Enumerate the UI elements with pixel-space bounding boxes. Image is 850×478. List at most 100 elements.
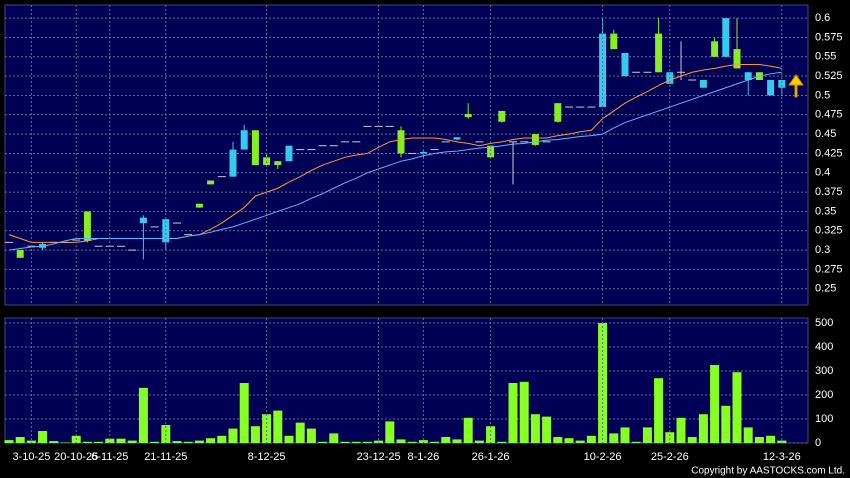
candle-body: [487, 145, 495, 158]
volume-bar: [250, 426, 260, 443]
candle-body: [554, 103, 562, 122]
volume-bar: [710, 365, 720, 443]
candle-body: [453, 137, 461, 140]
x-tick-label: 3-10-25: [12, 451, 50, 463]
volume-bar: [743, 427, 753, 443]
volume-bar: [4, 440, 14, 443]
candle-body: [83, 211, 91, 241]
volume-bar: [732, 372, 742, 443]
volume-bar: [306, 428, 316, 443]
volume-bar: [273, 410, 283, 443]
candle-body: [699, 80, 707, 88]
volume-bar: [49, 441, 59, 443]
volume-bar: [553, 437, 563, 443]
volume-bar: [127, 440, 137, 443]
candle-body: [722, 18, 730, 57]
y-tick-label: 0.325: [815, 225, 843, 237]
y-tick-label: 0.4: [815, 167, 830, 179]
volume-bar: [239, 383, 249, 443]
candle-body: [655, 33, 663, 73]
x-tick-label: 21-11-25: [144, 451, 187, 463]
x-tick-label: 26-1-26: [472, 451, 510, 463]
volume-bar: [351, 441, 361, 443]
x-tick-label: 10-2-26: [584, 451, 622, 463]
candle-body: [419, 151, 427, 154]
volume-bar: [564, 438, 574, 443]
candle-body: [778, 80, 786, 88]
candle-body: [733, 49, 741, 69]
volume-bar: [183, 441, 193, 443]
x-tick-label: 12-3-26: [763, 451, 801, 463]
volume-bar: [94, 441, 104, 443]
volume-bar: [217, 435, 227, 443]
candle-body: [531, 134, 539, 145]
y-tick-label: 0.525: [815, 70, 843, 82]
y-tick-label: 500: [815, 317, 833, 329]
volume-bar: [318, 441, 328, 443]
volume-bar: [542, 416, 552, 443]
y-tick-label: 0.45: [815, 128, 836, 140]
y-tick-label: 0.25: [815, 283, 836, 295]
candle-body: [610, 33, 618, 50]
y-tick-label: 0.55: [815, 51, 836, 63]
y-tick-label: 400: [815, 341, 833, 353]
copyright: Copyright by AASTOCKS.com Ltd.: [691, 466, 845, 477]
arrow-icon: [788, 74, 804, 98]
volume-bar: [15, 437, 25, 443]
volume-bar: [642, 427, 652, 443]
y-tick-label: 0.35: [815, 205, 836, 217]
volume-bar: [721, 405, 731, 443]
candle-body: [139, 217, 147, 224]
volume-bar: [150, 441, 160, 443]
x-tick-label: 25-2-26: [651, 451, 689, 463]
volume-bar: [418, 440, 428, 443]
y-tick-label: 0.275: [815, 263, 843, 275]
candle-body: [207, 180, 215, 185]
volume-bar: [284, 435, 294, 443]
volume-bar: [374, 440, 384, 443]
volume-bar: [228, 428, 238, 443]
volume-bar: [407, 441, 417, 443]
volume-bar: [105, 438, 115, 443]
marks: 0.6 0.575 0.55 0.525 0.5 0.475 0.45 0.425 0.4 0.3…: [4, 5, 843, 463]
volume-bar: [82, 441, 92, 443]
volume-bar: [172, 441, 182, 443]
volume-bar: [687, 437, 697, 443]
volume-bar: [116, 438, 126, 443]
candle-body: [711, 41, 719, 57]
volume-bar: [754, 437, 764, 443]
x-tick-label: 20-10-25: [54, 451, 98, 463]
volume-bar: [575, 440, 585, 443]
candle-body: [240, 130, 248, 150]
volume-bar: [609, 433, 619, 443]
volume-bar: [698, 414, 708, 443]
x-tick-label: 8-12-25: [248, 451, 286, 463]
candle-body: [397, 130, 405, 154]
volume-bar: [474, 440, 484, 443]
price-panel: [4, 4, 809, 306]
y-tick-label: 0.475: [815, 109, 843, 121]
volume-bar: [430, 441, 440, 443]
y-tick-label: 0.5: [815, 89, 830, 101]
y-tick-label: 300: [815, 365, 833, 377]
y-tick-label: 100: [815, 413, 833, 425]
volume-bar: [620, 427, 630, 443]
y-tick-label: 200: [815, 389, 833, 401]
volume-bar: [295, 422, 305, 443]
volume-bar: [530, 414, 540, 443]
y-tick-label: 0.6: [815, 12, 830, 24]
volume-bar: [463, 417, 473, 443]
volume-bar: [777, 440, 787, 443]
candle-body: [16, 250, 24, 258]
volume-bar: [452, 439, 462, 443]
volume-bar: [385, 421, 395, 443]
volume-bar: [329, 433, 339, 443]
y-tick-label: 0.375: [815, 186, 843, 198]
candle-body: [621, 52, 629, 77]
candle-body: [195, 203, 203, 208]
volume-bar: [441, 437, 451, 443]
candle-body: [744, 72, 752, 80]
volume-bar: [631, 441, 641, 443]
